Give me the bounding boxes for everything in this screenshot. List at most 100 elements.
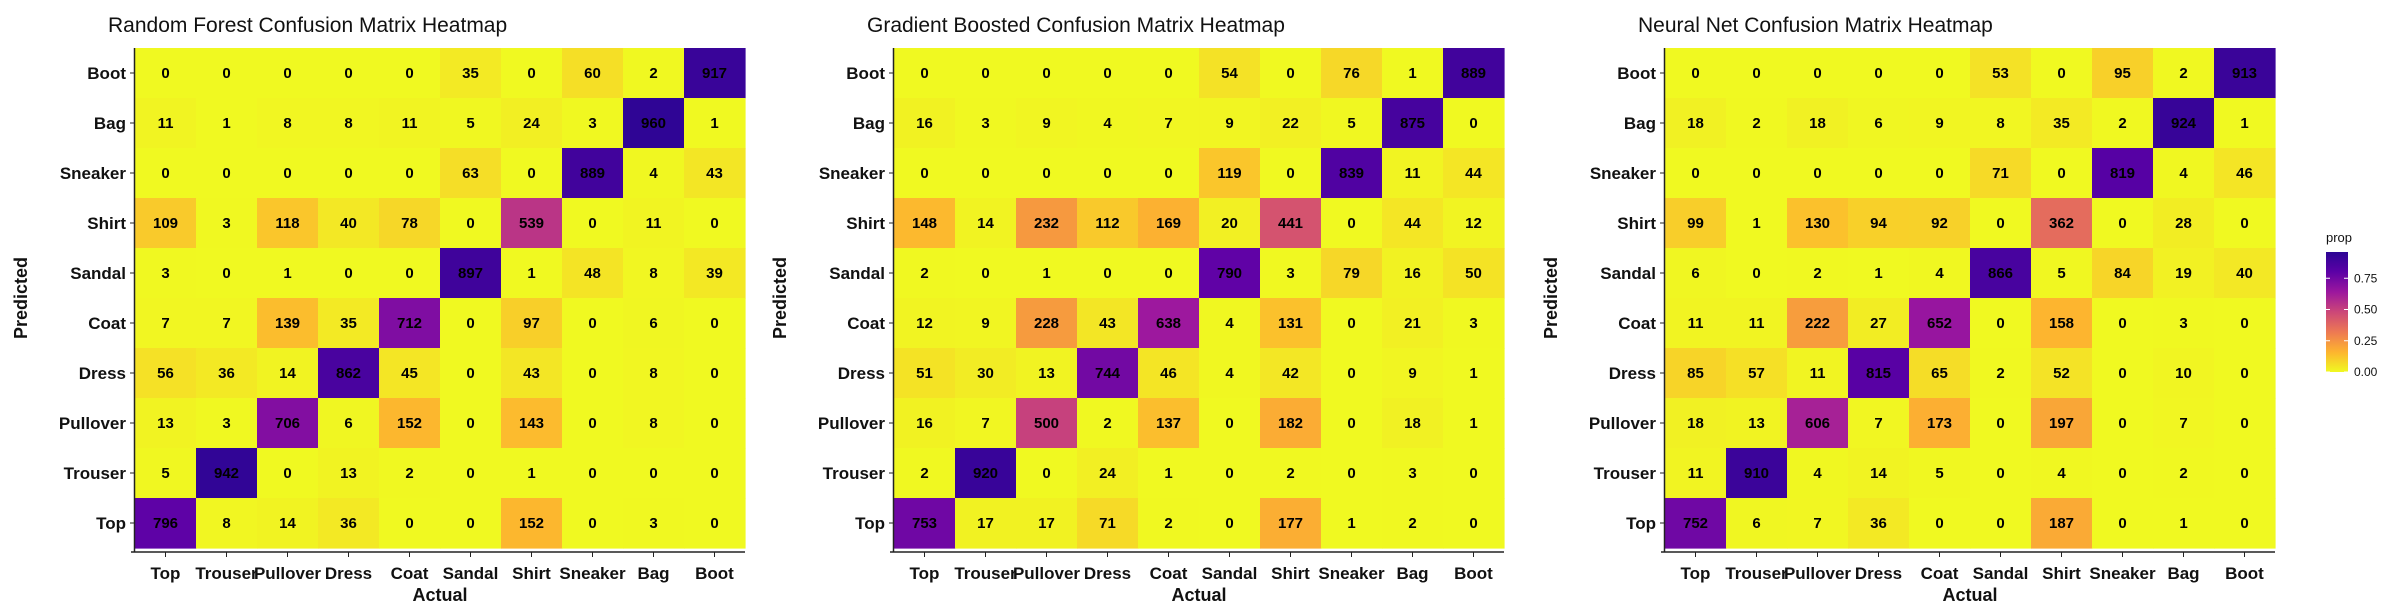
cell-value-label: 1 bbox=[527, 465, 535, 482]
heatmap-cell bbox=[1787, 398, 1849, 449]
cell-value-label: 897 bbox=[458, 265, 483, 282]
cell-value-label: 43 bbox=[523, 365, 540, 382]
heatmap-cell bbox=[562, 398, 624, 449]
y-tick-label: Bag bbox=[1624, 114, 1656, 133]
x-tick-label: Trouser bbox=[195, 564, 258, 583]
cell-value-label: 606 bbox=[1805, 415, 1830, 432]
cell-value-label: 0 bbox=[1935, 515, 1943, 532]
cell-value-label: 0 bbox=[2118, 365, 2126, 382]
y-tick-label: Boot bbox=[1617, 64, 1656, 83]
heatmap-cell bbox=[318, 398, 380, 449]
cell-value-label: 1 bbox=[1408, 65, 1416, 82]
heatmap-cell bbox=[440, 98, 502, 149]
cell-value-label: 118 bbox=[275, 215, 299, 232]
cell-value-label: 79 bbox=[1343, 265, 1360, 282]
heatmap-cell bbox=[1321, 148, 1383, 199]
cell-value-label: 9 bbox=[1935, 115, 1943, 132]
heatmap-cell bbox=[1970, 198, 2032, 249]
heatmap-cell bbox=[684, 98, 746, 149]
cell-value-label: 3 bbox=[2179, 315, 2187, 332]
y-tick-label: Bag bbox=[853, 114, 885, 133]
cell-value-label: 11 bbox=[646, 215, 662, 232]
heatmap-cell bbox=[1077, 498, 1139, 549]
cell-value-label: 0 bbox=[710, 315, 718, 332]
cell-value-label: 8 bbox=[649, 415, 657, 432]
cell-value-label: 57 bbox=[1748, 365, 1765, 382]
cell-value-label: 5 bbox=[1935, 465, 1943, 482]
cell-value-label: 362 bbox=[2049, 215, 2074, 232]
cell-value-label: 0 bbox=[222, 165, 230, 182]
heatmap-cell bbox=[684, 398, 746, 449]
cell-value-label: 0 bbox=[1691, 165, 1699, 182]
cell-value-label: 0 bbox=[588, 515, 596, 532]
heatmap-cell bbox=[2153, 148, 2215, 199]
cell-value-label: 42 bbox=[1282, 365, 1299, 382]
cell-value-label: 0 bbox=[1469, 465, 1477, 482]
cell-value-label: 148 bbox=[912, 215, 937, 232]
heatmap-cell bbox=[318, 48, 380, 99]
cell-value-label: 27 bbox=[1870, 315, 1887, 332]
cell-value-label: 0 bbox=[1347, 315, 1355, 332]
heatmap-cell bbox=[1382, 48, 1444, 99]
heatmap-cell bbox=[562, 448, 624, 499]
heatmap-cell bbox=[1970, 298, 2032, 349]
cell-value-label: 0 bbox=[981, 165, 989, 182]
cell-value-label: 2 bbox=[2118, 115, 2126, 132]
color-legend: prop 0.00 0.25 0.50 0.75 bbox=[2326, 230, 2378, 379]
cell-value-label: 143 bbox=[519, 415, 544, 432]
heatmap-cell bbox=[135, 498, 197, 549]
cell-value-label: 2 bbox=[1752, 115, 1760, 132]
cell-value-label: 0 bbox=[1752, 65, 1760, 82]
heatmap-cell bbox=[684, 348, 746, 399]
heatmap-cell bbox=[1260, 298, 1322, 349]
cell-value-label: 917 bbox=[702, 65, 727, 82]
panel-title: Random Forest Confusion Matrix Heatmap bbox=[108, 14, 507, 37]
heatmap-cell bbox=[1138, 398, 1200, 449]
cell-value-label: 0 bbox=[2240, 365, 2248, 382]
cell-value-label: 51 bbox=[916, 365, 933, 382]
cell-value-label: 6 bbox=[344, 415, 352, 432]
cell-value-label: 924 bbox=[2171, 115, 2197, 132]
cell-value-label: 11 bbox=[1688, 315, 1704, 332]
x-tick-label: Sneaker bbox=[1318, 564, 1385, 583]
cell-value-label: 0 bbox=[1996, 215, 2004, 232]
heatmap-cell bbox=[1382, 498, 1444, 549]
cell-value-label: 6 bbox=[1752, 515, 1760, 532]
heatmap-cell bbox=[1787, 48, 1849, 99]
heatmap-cell bbox=[894, 198, 956, 249]
cell-value-label: 0 bbox=[466, 365, 474, 382]
heatmap-cell bbox=[501, 48, 563, 99]
x-tick-label: Bag bbox=[637, 564, 669, 583]
heatmap-cell bbox=[1382, 198, 1444, 249]
heatmap-cell bbox=[1199, 198, 1261, 249]
cell-value-label: 14 bbox=[279, 365, 296, 382]
cell-value-label: 8 bbox=[649, 265, 657, 282]
cell-value-label: 0 bbox=[588, 415, 596, 432]
cell-value-label: 16 bbox=[1404, 265, 1421, 282]
cell-value-label: 2 bbox=[649, 65, 657, 82]
heatmap-cell bbox=[1848, 348, 1910, 399]
cell-value-label: 7 bbox=[1164, 115, 1172, 132]
y-tick-label: Sandal bbox=[829, 264, 885, 283]
heatmap-cell bbox=[2153, 498, 2215, 549]
cell-value-label: 56 bbox=[157, 365, 174, 382]
cell-value-label: 28 bbox=[2175, 215, 2192, 232]
heatmap-cell bbox=[135, 398, 197, 449]
x-tick-label: Dress bbox=[325, 564, 372, 583]
cell-value-label: 0 bbox=[527, 165, 535, 182]
heatmap-cell bbox=[2153, 398, 2215, 449]
heatmap-cell bbox=[2092, 48, 2154, 99]
heatmap-cell bbox=[2153, 98, 2215, 149]
heatmap-cell bbox=[501, 298, 563, 349]
cell-value-label: 71 bbox=[1099, 515, 1116, 532]
heatmap-cell bbox=[562, 248, 624, 299]
cell-value-label: 0 bbox=[1813, 165, 1821, 182]
heatmap-cell bbox=[318, 298, 380, 349]
cell-value-label: 2 bbox=[2179, 465, 2187, 482]
heatmap-cell bbox=[894, 148, 956, 199]
heatmap-cell bbox=[1665, 48, 1727, 99]
cell-value-label: 0 bbox=[2118, 515, 2126, 532]
cell-value-label: 0 bbox=[405, 515, 413, 532]
heatmap-cell bbox=[2031, 448, 2093, 499]
heatmap-cell bbox=[1970, 448, 2032, 499]
